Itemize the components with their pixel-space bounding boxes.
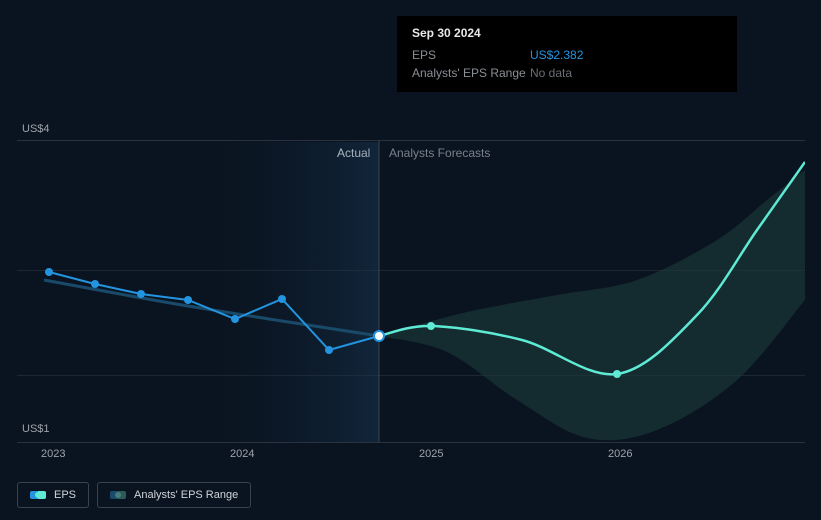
tooltip-row-label: EPS (412, 48, 530, 62)
eps-forecast-marker (613, 370, 621, 378)
x-axis-label: 2024 (230, 448, 254, 460)
tooltip: Sep 30 2024 EPSUS$2.382Analysts' EPS Ran… (397, 16, 737, 92)
legend-item-eps[interactable]: EPS (17, 482, 89, 508)
eps-forecast-marker (427, 322, 435, 330)
eps-actual-marker (184, 296, 192, 304)
x-axis-label: 2025 (419, 448, 443, 460)
eps-actual-marker (231, 315, 239, 323)
legend-label: Analysts' EPS Range (134, 489, 238, 501)
chart-container: Sep 30 2024 EPSUS$2.382Analysts' EPS Ran… (17, 0, 805, 470)
legend-swatch-icon (30, 491, 46, 499)
tooltip-row-label: Analysts' EPS Range (412, 66, 530, 80)
legend-item-range[interactable]: Analysts' EPS Range (97, 482, 251, 508)
hover-marker (374, 331, 384, 341)
legend-label: EPS (54, 489, 76, 501)
eps-actual-marker (325, 346, 333, 354)
legend: EPS Analysts' EPS Range (17, 482, 251, 508)
legend-swatch-icon (110, 491, 126, 499)
eps-actual-marker (45, 268, 53, 276)
tooltip-row-value: No data (530, 66, 572, 80)
tooltip-row: Analysts' EPS RangeNo data (412, 64, 722, 82)
eps-actual-marker (137, 290, 145, 298)
x-axis-label: 2023 (41, 448, 65, 460)
forecast-range-area (379, 170, 805, 440)
tooltip-row-value: US$2.382 (530, 48, 583, 62)
tooltip-row: EPSUS$2.382 (412, 46, 722, 64)
x-axis-label: 2026 (608, 448, 632, 460)
eps-actual-marker (278, 295, 286, 303)
eps-actual-marker (91, 280, 99, 288)
tooltip-date: Sep 30 2024 (412, 26, 722, 40)
